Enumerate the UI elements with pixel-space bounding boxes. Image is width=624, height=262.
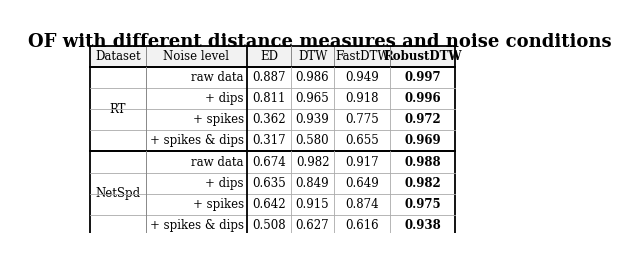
Text: DTW: DTW (298, 50, 327, 63)
Text: + spikes: + spikes (193, 113, 244, 126)
Text: 0.982: 0.982 (404, 177, 441, 190)
Text: 0.988: 0.988 (404, 156, 441, 168)
Text: 0.811: 0.811 (252, 92, 286, 105)
Text: FastDTW: FastDTW (335, 50, 389, 63)
Text: 0.965: 0.965 (296, 92, 329, 105)
Text: 0.986: 0.986 (296, 71, 329, 84)
Text: 0.917: 0.917 (345, 156, 379, 168)
Text: 0.972: 0.972 (404, 113, 441, 126)
Text: + dips: + dips (205, 92, 244, 105)
Text: 0.775: 0.775 (345, 113, 379, 126)
Text: OF with different distance measures and noise conditions: OF with different distance measures and … (28, 34, 612, 51)
Text: 0.874: 0.874 (345, 198, 379, 211)
Text: + spikes & dips: + spikes & dips (150, 134, 244, 148)
Text: 0.918: 0.918 (345, 92, 379, 105)
Text: 0.915: 0.915 (296, 198, 329, 211)
Text: 0.674: 0.674 (252, 156, 286, 168)
Text: 0.938: 0.938 (404, 219, 441, 232)
Text: 0.580: 0.580 (296, 134, 329, 148)
Text: 0.849: 0.849 (296, 177, 329, 190)
Text: 0.655: 0.655 (345, 134, 379, 148)
Text: 0.969: 0.969 (404, 134, 441, 148)
Text: raw data: raw data (192, 156, 244, 168)
Text: 0.939: 0.939 (296, 113, 329, 126)
Text: 0.635: 0.635 (252, 177, 286, 190)
Text: RobustDTW: RobustDTW (383, 50, 462, 63)
Text: 0.997: 0.997 (404, 71, 441, 84)
Text: Noise level: Noise level (163, 50, 230, 63)
Text: 0.616: 0.616 (345, 219, 379, 232)
Text: 0.508: 0.508 (252, 219, 286, 232)
Text: + spikes & dips: + spikes & dips (150, 219, 244, 232)
Text: 0.975: 0.975 (404, 198, 441, 211)
Text: ED: ED (260, 50, 278, 63)
Text: + spikes: + spikes (193, 198, 244, 211)
Text: Dataset: Dataset (95, 50, 140, 63)
Text: NetSpd: NetSpd (95, 187, 140, 200)
Text: RT: RT (110, 103, 126, 116)
Text: raw data: raw data (192, 71, 244, 84)
Text: 0.362: 0.362 (252, 113, 286, 126)
Text: 0.996: 0.996 (404, 92, 441, 105)
Text: 0.627: 0.627 (296, 219, 329, 232)
Text: 0.949: 0.949 (345, 71, 379, 84)
Text: + dips: + dips (205, 177, 244, 190)
Text: 0.317: 0.317 (252, 134, 286, 148)
Text: 0.887: 0.887 (252, 71, 286, 84)
Text: 0.649: 0.649 (345, 177, 379, 190)
Text: 0.642: 0.642 (252, 198, 286, 211)
Text: 0.982: 0.982 (296, 156, 329, 168)
